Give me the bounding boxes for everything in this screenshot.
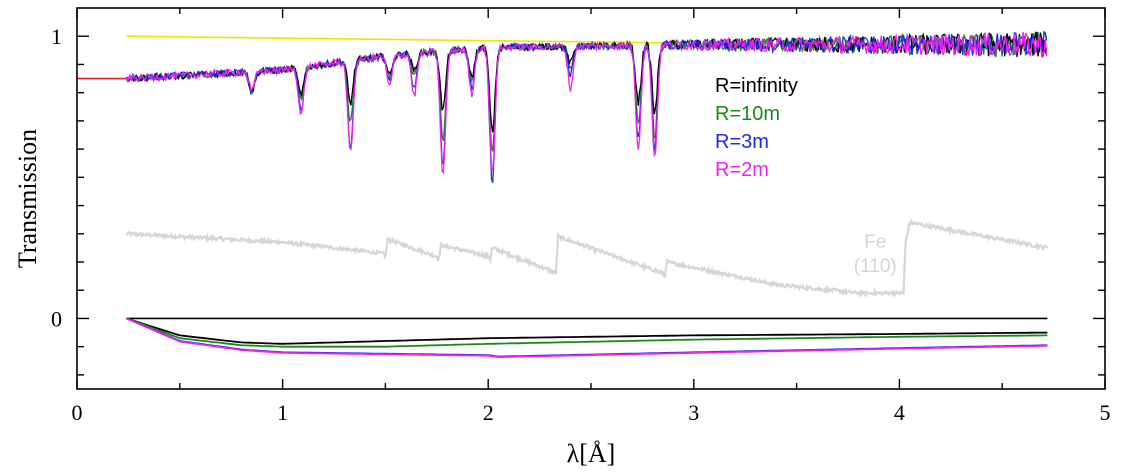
x-tick-labels: 0 1 2 3 4 5 [72,400,1111,425]
x-tick-label: 4 [894,400,905,425]
legend-entry-r-infinity: R=infinity [715,75,798,97]
legend-entry-r-10m: R=10m [715,103,780,125]
reference-lines [77,35,1048,320]
plot-frame [76,7,1106,390]
series-line-r-3m [125,30,1048,184]
y-tick-labels: 10 [51,24,62,331]
iron-curve-group [125,218,1049,298]
annotation-110: (110) [854,256,897,277]
annotation-fe: Fe [864,232,886,253]
series-line-r-2m [125,31,1048,175]
iron-transmission-curve [125,218,1049,298]
lower-curves-group [125,317,1048,359]
y-axis-title: Transmission [13,129,42,268]
series-group [125,30,1048,184]
legend-entry-r-2m: R=2m [715,159,769,181]
x-tick-label: 0 [72,400,83,425]
x-tick-label: 3 [688,400,699,425]
y-tick-label: 0 [51,306,62,331]
y-tick-label: 1 [51,24,62,49]
legend-entry-r-3m: R=3m [715,131,769,153]
legend: R=infinity R=10m R=3m R=2m [715,75,798,181]
axis-ticks [76,8,1106,389]
lower-curve-0 [126,317,1048,345]
lower-curve-3 [125,317,1048,359]
x-tick-label: 1 [277,400,288,425]
x-tick-label: 2 [483,400,494,425]
x-axis-title: λ[Å] [567,439,616,468]
x-tick-label: 5 [1100,400,1111,425]
lower-curve-1 [125,317,1048,348]
